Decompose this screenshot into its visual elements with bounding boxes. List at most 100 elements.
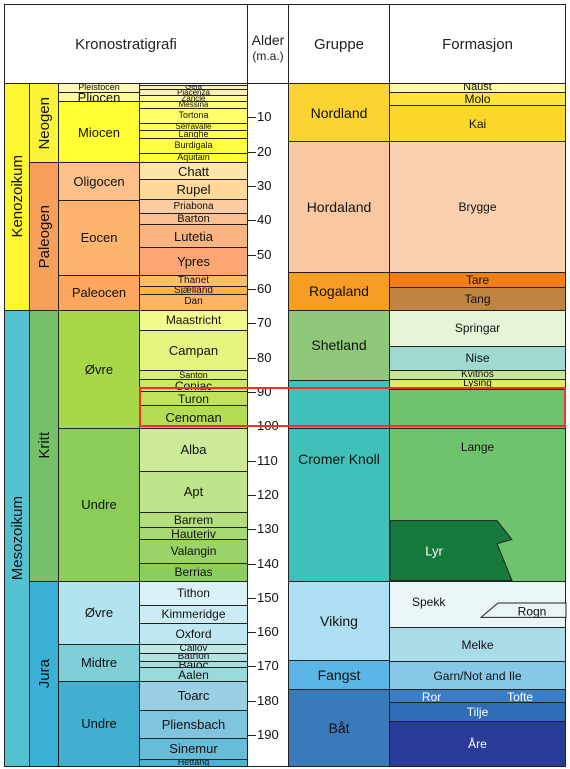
stage-maastricht-label: Maastricht: [165, 313, 222, 328]
period-paleogen: Paleogen: [29, 161, 59, 311]
formation-nise: Nise: [389, 345, 566, 371]
stage-priabona: Priabona: [139, 199, 248, 214]
stage-tortona: Tortona: [139, 107, 248, 124]
period-jura-label: Jura: [35, 659, 53, 689]
formation-nise-label: Nise: [465, 351, 490, 366]
stage-dan: Dan: [139, 294, 248, 311]
age-tick: [248, 632, 256, 634]
formation-molo-label: Molo: [464, 92, 491, 107]
stage-toarc: Toarc: [139, 680, 248, 712]
formation-tang: Tang: [389, 287, 566, 311]
age-tick-label: 180: [257, 692, 279, 708]
epoch-7: Undre: [58, 427, 140, 582]
stage-tithon: Tithon: [139, 580, 248, 607]
epoch-2-label: Miocen: [78, 124, 120, 140]
formation-lange-label: Lange: [460, 439, 495, 454]
age-tick-label: 20: [257, 143, 272, 159]
formation-brygge: Brygge: [389, 141, 566, 273]
stage-rupel: Rupel: [139, 179, 248, 201]
age-tick: [248, 254, 256, 256]
formation-springar-label: Springar: [454, 321, 501, 336]
formation-ror-tofte: Ror Tofte: [389, 691, 566, 703]
formation-spekk-label: Spekk: [412, 594, 446, 609]
group-rogaland-label: Rogaland: [309, 283, 369, 300]
stage-aalen-label: Aalen: [178, 667, 209, 682]
stage-dan-label: Dan: [184, 296, 203, 308]
stage-campan: Campan: [139, 330, 248, 371]
stage-lutetia: Lutetia: [139, 224, 248, 249]
formation-lysing-label: Lysing: [463, 378, 492, 390]
stage-thanet-label: Thanet: [177, 275, 210, 287]
header-group: Gruppe: [288, 4, 390, 84]
group-hordaland-label: Hordaland: [306, 199, 372, 216]
age-tick: [248, 151, 256, 153]
formation-kai: Kai: [389, 105, 566, 143]
age-tick: [248, 460, 256, 462]
age-tick: [248, 391, 256, 393]
age-tick: [248, 323, 256, 325]
stage-tortona-label: Tortona: [178, 110, 209, 121]
group-nordland-label: Nordland: [310, 104, 368, 121]
group-fangst: Fangst: [288, 659, 390, 690]
age-tick-label: 70: [257, 315, 272, 331]
age-tick-label: 110: [257, 452, 278, 468]
formation-springar: Springar: [389, 309, 566, 347]
stage-coniac-label: Coniac: [174, 379, 213, 393]
stage-burdigala: Burdigala: [139, 137, 248, 154]
period-kritt-label: Kritt: [35, 432, 53, 459]
formation-garn-not-and-ile: Garn/Not and Ile: [389, 661, 566, 690]
stage-sjælland-label: Sjælland: [174, 286, 213, 296]
formation-tare-label: Tare: [465, 272, 490, 287]
period-paleogen-label: Paleogen: [35, 204, 53, 268]
stage-oxford: Oxford: [139, 622, 248, 646]
stage-chatt-label: Chatt: [177, 163, 210, 179]
stage-apt-label: Apt: [183, 484, 204, 500]
formation-naust-label: Naust: [463, 83, 492, 93]
stage-valangin-label: Valangin: [170, 544, 217, 559]
stage-langhe-label: Langhe: [178, 130, 209, 139]
group-hordaland: Hordaland: [288, 141, 390, 273]
stage-serravalle-label: Serravalle: [175, 122, 212, 132]
epoch-1-label: Pliocen: [77, 91, 121, 103]
age-tick-label: 40: [257, 212, 272, 228]
stage-sinemur: Sinemur: [139, 737, 248, 760]
epoch-3-label: Oligocen: [73, 173, 125, 189]
epoch-5: Paleocen: [58, 275, 140, 311]
stage-aalen: Aalen: [139, 667, 248, 682]
age-tick-label: 160: [257, 624, 279, 640]
period-kritt: Kritt: [29, 309, 59, 582]
era-mesozoikum: Mesozoikum: [4, 309, 30, 767]
formation-spekk: Spekk: [389, 580, 566, 628]
age-tick-label: 130: [257, 521, 279, 537]
epoch-6-label: Øvre: [84, 361, 114, 377]
period-neogen-label: Neogen: [35, 96, 53, 150]
stage-ypres: Ypres: [139, 247, 248, 277]
formation-tang-label: Tang: [464, 291, 491, 306]
stage-pliensbach: Pliensbach: [139, 710, 248, 739]
group-båt: Båt: [288, 688, 390, 767]
formation-ror-label: Ror: [421, 689, 442, 704]
stage-toarc-label: Toarc: [177, 688, 210, 704]
era-mesozoikum-label: Mesozoikum: [8, 496, 26, 581]
epoch-8-label: Øvre: [84, 605, 114, 621]
stage-aquitain-label: Aquitain: [177, 153, 210, 163]
formation-brygge-label: Brygge: [458, 200, 497, 215]
age-tick: [248, 563, 256, 565]
stage-pliensbach-label: Pliensbach: [161, 716, 226, 732]
group-cromer-knoll: Cromer Knoll: [288, 427, 390, 582]
age-tick: [248, 494, 256, 496]
group-cromer-knoll-label: Cromer Knoll: [298, 450, 380, 467]
age-tick: [248, 357, 256, 359]
formation-tilje: Tilje: [389, 701, 566, 723]
formation-tofte-label: Tofte: [507, 689, 534, 704]
period-neogen: Neogen: [29, 83, 59, 163]
epoch-9: Midtre: [58, 644, 140, 682]
stage-hettang: Hettang: [139, 758, 248, 767]
age-tick: [248, 529, 256, 531]
era-kenozoikum: Kenozoikum: [4, 83, 30, 311]
stage-oxford-label: Oxford: [175, 627, 212, 641]
stage-piacenza-label: Piacenza: [177, 89, 210, 97]
stage-callov-label: Callov: [179, 644, 208, 655]
age-tick-label: 50: [257, 246, 272, 262]
highlight-box: [139, 387, 566, 427]
